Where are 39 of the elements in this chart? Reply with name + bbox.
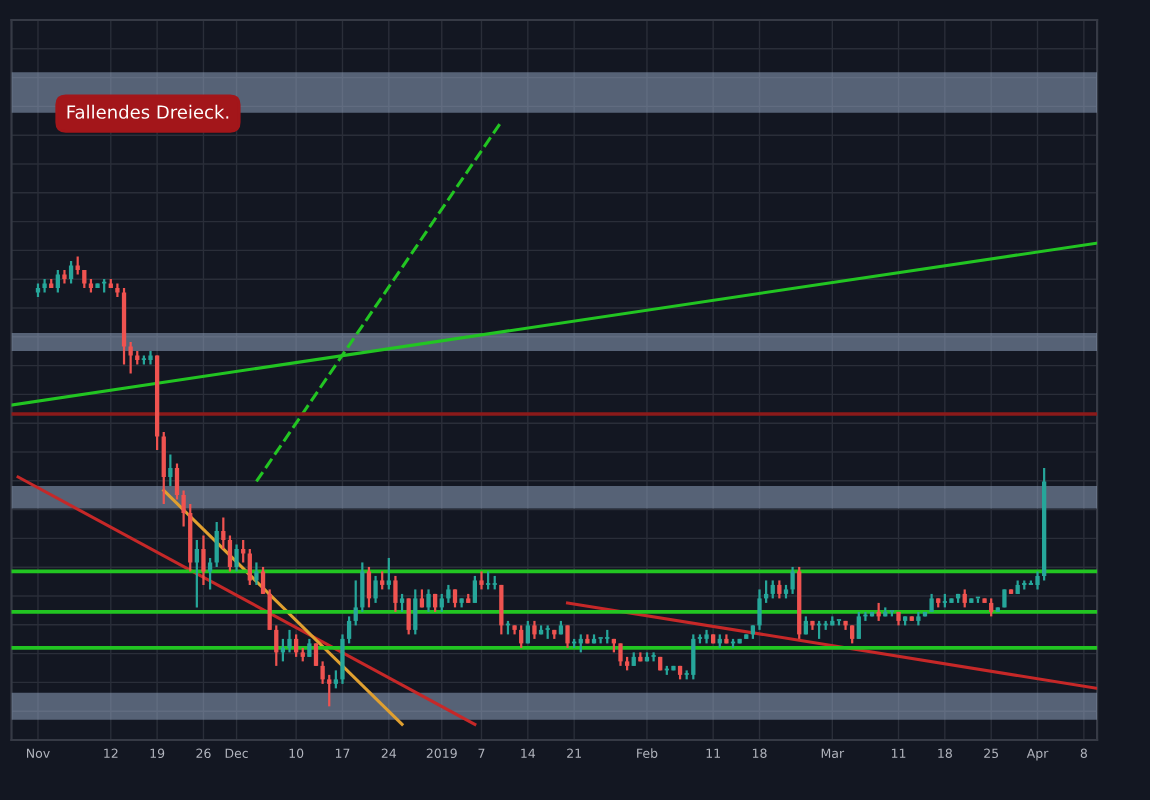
candlestick: [293, 633, 299, 658]
candlestick: [247, 547, 252, 587]
candlestick: [194, 538, 199, 609]
candlestick: [234, 543, 239, 573]
candlestick: [42, 277, 47, 294]
candlestick: [227, 534, 233, 573]
candlestick: [519, 624, 524, 649]
candlestick: [201, 534, 206, 587]
candlestick: [479, 570, 484, 591]
candlestick: [214, 520, 219, 569]
candlestick: [366, 565, 372, 609]
candlestick: [426, 588, 431, 614]
candlestick: [254, 561, 259, 587]
candlestick: [691, 633, 696, 681]
candlestick: [565, 624, 570, 649]
candlestick: [62, 268, 67, 285]
candlestick: [856, 610, 861, 640]
candlestick: [148, 349, 153, 366]
candlestick: [790, 565, 795, 596]
candlestick: [260, 565, 266, 596]
candlestick: [499, 583, 504, 636]
candlestick: [651, 651, 656, 663]
candlestick: [386, 556, 391, 591]
candlestick: [161, 430, 166, 506]
candlestick: [406, 597, 411, 636]
candlestick: [472, 574, 478, 605]
text: Fallendes Dreieck.: [67, 104, 229, 119]
candlestick: [68, 259, 74, 285]
candlestick: [55, 268, 60, 294]
candlestick: [313, 642, 319, 667]
candlestick: [287, 628, 292, 654]
candlestick: [221, 516, 226, 551]
candlestick: [393, 574, 398, 614]
candlestick: [168, 453, 173, 488]
candlestick: [207, 556, 213, 591]
candlestick: [413, 588, 418, 636]
candlestick: [618, 642, 623, 667]
candlestick: [757, 588, 762, 632]
candlestick: [373, 574, 378, 605]
